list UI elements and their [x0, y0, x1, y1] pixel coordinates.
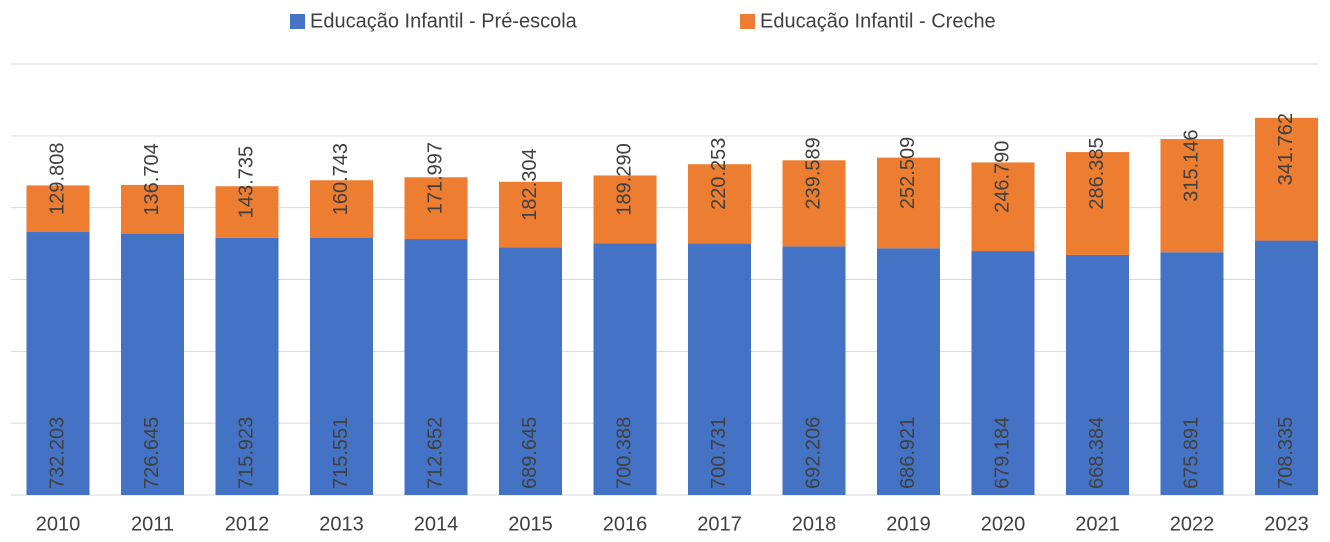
data-label: 675.891	[1180, 417, 1202, 489]
data-label: 700.731	[708, 417, 730, 489]
bar-segment	[971, 251, 1035, 495]
data-label: 712.652	[424, 417, 446, 489]
data-label: 252.509	[897, 137, 919, 209]
x-tick-label: 2018	[792, 513, 837, 535]
bar-segment	[215, 237, 279, 495]
bar-segment	[593, 243, 657, 495]
data-label: 700.388	[613, 417, 635, 489]
data-label: 220.253	[708, 138, 730, 210]
bar-segment	[121, 234, 184, 495]
bar-segment	[310, 180, 373, 238]
x-tick-label: 2022	[1170, 513, 1215, 535]
x-tick-label: 2021	[1075, 513, 1120, 535]
bar-segment	[404, 177, 468, 240]
data-label: 692.206	[802, 417, 824, 489]
bar-segment	[404, 239, 468, 495]
x-tick-label: 2017	[697, 513, 742, 535]
bar-segment	[499, 181, 562, 248]
bar-segment	[121, 184, 184, 235]
bar-segment	[499, 247, 562, 495]
data-label: 171.997	[424, 142, 446, 214]
bar-segment	[1255, 240, 1318, 495]
bar-segment	[877, 157, 940, 249]
bar-segment	[215, 186, 279, 238]
data-label: 686.921	[897, 417, 919, 489]
bar-segment	[877, 248, 940, 495]
legend-label: Educação Infantil - Pré-escola	[310, 10, 578, 32]
x-tick-label: 2016	[603, 513, 648, 535]
x-tick-label: 2010	[36, 513, 81, 535]
data-label: 679.184	[991, 417, 1013, 489]
bar-segment	[971, 162, 1035, 252]
bar-segment	[1255, 117, 1318, 241]
data-label: 715.923	[235, 417, 257, 489]
data-label: 732.203	[46, 417, 68, 489]
data-label: 189.290	[613, 143, 635, 215]
data-label: 136.704	[141, 143, 163, 215]
legend-swatch	[740, 14, 755, 29]
legend-label: Educação Infantil - Creche	[760, 10, 996, 32]
bar-segment	[1160, 139, 1224, 253]
bar-segment	[310, 237, 373, 496]
data-label: 726.645	[141, 417, 163, 489]
x-tick-label: 2012	[225, 513, 270, 535]
data-label: 143.735	[235, 146, 257, 218]
x-tick-label: 2013	[319, 513, 364, 535]
bar-segment	[26, 185, 90, 233]
data-label: 708.335	[1275, 417, 1297, 489]
x-tick-label: 2023	[1264, 513, 1309, 535]
x-tick-label: 2015	[508, 513, 553, 535]
bar-segment	[782, 160, 846, 247]
bar-segment	[688, 243, 751, 495]
data-label: 286.385	[1086, 137, 1108, 209]
data-label: 182.304	[519, 148, 541, 220]
bar-segment	[782, 246, 846, 495]
data-label: 129.808	[46, 143, 68, 215]
data-label: 315.146	[1180, 129, 1202, 201]
bar-segment	[26, 232, 90, 495]
bar-segment	[1160, 252, 1224, 495]
bar-segment	[688, 164, 751, 244]
bar-segment	[1066, 254, 1129, 495]
bar-segment	[1066, 152, 1129, 255]
x-tick-label: 2014	[414, 513, 459, 535]
data-label: 715.551	[330, 417, 352, 489]
x-tick-label: 2011	[131, 513, 174, 535]
data-label: 668.384	[1086, 417, 1108, 489]
data-label: 341.762	[1275, 113, 1297, 185]
x-tick-label: 2020	[981, 513, 1026, 535]
data-label: 246.790	[991, 141, 1013, 213]
data-label: 239.589	[802, 137, 824, 209]
x-tick-label: 2019	[886, 513, 931, 535]
data-label: 689.645	[519, 417, 541, 489]
bar-segment	[593, 175, 657, 244]
legend-swatch	[290, 14, 305, 29]
data-label: 160.743	[330, 143, 352, 215]
